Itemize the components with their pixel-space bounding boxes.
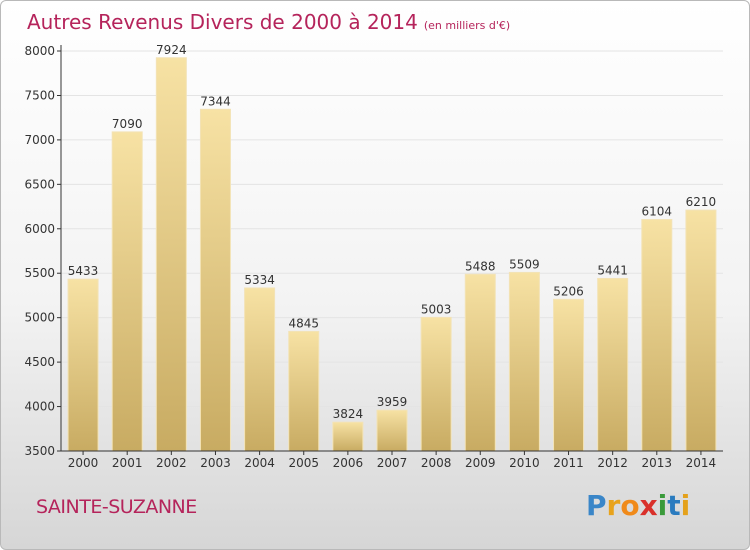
x-tick-label: 2000	[68, 456, 99, 470]
y-tick-label: 5000	[24, 311, 55, 325]
bar	[508, 271, 540, 452]
bar-value-label: 4845	[288, 316, 319, 330]
bar	[553, 298, 585, 452]
logo-letter: i	[657, 489, 668, 522]
bar	[332, 421, 364, 452]
x-tick-label: 2001	[112, 456, 143, 470]
logo-letter: r	[606, 489, 621, 522]
bar	[376, 409, 408, 452]
bar-value-label: 5509	[509, 257, 540, 271]
bar	[597, 277, 629, 452]
chart-title-unit: (en milliers d'€)	[423, 19, 511, 32]
y-tick-label: 6000	[24, 222, 55, 236]
bar-value-label: 5433	[68, 264, 99, 278]
bar	[111, 131, 143, 452]
bars	[67, 57, 717, 452]
logo-letter: i	[680, 489, 691, 522]
logo-letter: P	[586, 489, 607, 522]
bar-value-label: 7924	[156, 43, 187, 57]
chart-title-text: Autres Revenus Divers de 2000 à 2014	[27, 10, 418, 34]
x-tick-label: 2014	[686, 456, 717, 470]
data-labels: 5433 7090 7924 7344 5334 4845 3824 3959 5003 5488…	[68, 43, 716, 421]
location-label: SAINTE-SUZANNE	[36, 496, 197, 518]
x-tick-label: 2004	[244, 456, 275, 470]
bar	[67, 278, 99, 452]
bar	[420, 316, 452, 452]
bar-value-label: 7090	[112, 117, 143, 131]
y-tick-label: 6500	[24, 177, 55, 191]
y-tick-label: 7500	[24, 88, 55, 102]
bar	[199, 108, 231, 452]
logo-letter: o	[620, 489, 640, 522]
x-tick-label: 2009	[465, 456, 496, 470]
y-tick-label: 3500	[24, 444, 55, 458]
x-tick-label: 2008	[421, 456, 452, 470]
bar-value-label: 3824	[333, 407, 364, 421]
bar	[288, 330, 320, 452]
bar-value-label: 5441	[597, 263, 628, 277]
x-tick-label: 2005	[288, 456, 319, 470]
y-tick-label: 8000	[24, 44, 55, 58]
logo-letter: t	[667, 489, 681, 522]
chart-title: Autres Revenus Divers de 2000 à 2014 (en …	[27, 10, 510, 34]
axes: 3500 4000 4500 5000 5500 6000 6500 7000 7500 8000…	[24, 44, 723, 470]
bar-value-label: 5488	[465, 259, 496, 273]
bar-value-label: 5334	[244, 273, 275, 287]
bar	[641, 219, 673, 452]
y-tick-label: 7000	[24, 133, 55, 147]
x-tick-label: 2002	[156, 456, 187, 470]
bar	[155, 57, 187, 452]
bar	[464, 273, 496, 452]
y-tick-label: 4500	[24, 355, 55, 369]
bar-value-label: 6104	[642, 205, 673, 219]
x-tick-label: 2007	[377, 456, 408, 470]
x-tick-label: 2006	[333, 456, 364, 470]
bar-value-label: 5206	[553, 284, 584, 298]
bar-value-label: 7344	[200, 94, 231, 108]
x-tick-label: 2013	[642, 456, 673, 470]
bar-value-label: 3959	[377, 395, 408, 409]
x-tick-label: 2010	[509, 456, 540, 470]
proxiti-logo: Proxiti	[586, 489, 690, 522]
bar	[685, 209, 717, 452]
bar	[244, 287, 276, 452]
bar-value-label: 5003	[421, 302, 452, 316]
bar-value-label: 6210	[686, 195, 717, 209]
y-tick-label: 5500	[24, 266, 55, 280]
y-tick-label: 4000	[24, 400, 55, 414]
logo-letter: x	[639, 489, 658, 522]
x-tick-label: 2011	[553, 456, 584, 470]
x-tick-label: 2012	[597, 456, 628, 470]
x-tick-label: 2003	[200, 456, 231, 470]
